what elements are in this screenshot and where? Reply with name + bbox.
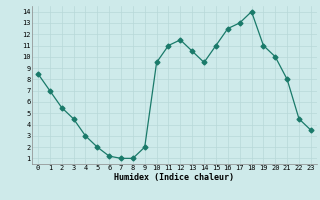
X-axis label: Humidex (Indice chaleur): Humidex (Indice chaleur) (115, 173, 234, 182)
